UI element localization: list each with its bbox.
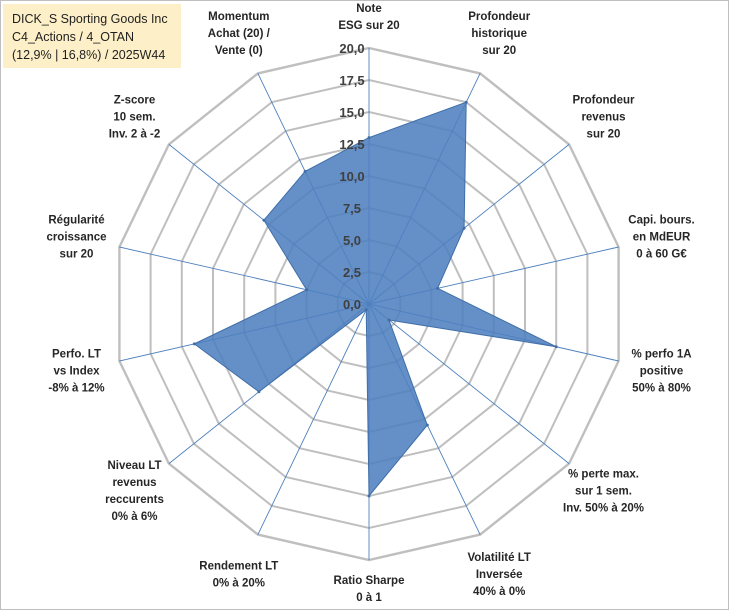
chart-title-box: DICK_S Sporting Goods Inc C4_Actions / 4… [3, 4, 181, 68]
data-point [464, 100, 468, 104]
axis-label-line: -8% à 12% [48, 382, 104, 394]
axis-label-line: 0 à 60 G€ [636, 249, 687, 261]
axis-label-line: vs Index [53, 365, 100, 377]
data-point [303, 169, 307, 173]
axis-label: Note ESG sur 20 [338, 3, 399, 32]
data-point [554, 345, 558, 349]
data-point [436, 286, 440, 290]
axis-label: Momentum Achat (20) / Vente (0) [208, 11, 271, 57]
data-point [192, 342, 196, 346]
axis-label: Z-score 10 sem. Inv. 2 à -2 [109, 95, 161, 141]
axis-label-line: Profondeur [573, 95, 635, 107]
tick-label: 7,5 [343, 201, 361, 216]
axis-spoke [257, 303, 370, 535]
axis-label-line: Perfo. LT [52, 348, 101, 360]
axis-label-line: % perte max. [568, 469, 639, 481]
axis-label-line: Inversée [476, 569, 523, 581]
axis-label-line: 0 à 1 [356, 592, 382, 604]
axis-label-line: % perfo 1A [631, 348, 691, 360]
axis-label-line: Momentum [208, 11, 269, 23]
axis-label-line: Inv. 2 à -2 [109, 129, 161, 141]
axis-label-line: en MdEUR [633, 232, 691, 244]
data-point [262, 218, 266, 222]
radial-tick-labels: 0,0 2,5 5,0 7,5 10,0 12,5 15,0 17,5 20,0 [339, 41, 364, 312]
axis-label-line: Note [356, 3, 382, 15]
axis-label-line: Inv. 50% à 20% [563, 503, 644, 515]
axis-label-line: Régularité [48, 215, 104, 227]
data-point [305, 288, 309, 292]
tick-label: 2,5 [343, 265, 361, 280]
data-point [364, 308, 368, 312]
axis-labels: Note ESG sur 20 Profondeur historique sur 20… [46, 3, 694, 604]
tick-label: 17,5 [339, 73, 364, 88]
axis-label: Rendement LT 0% à 20% [199, 560, 278, 589]
axis-label-line: revenus [581, 112, 625, 124]
tick-label: 5,0 [343, 233, 361, 248]
tick-label: 20,0 [339, 41, 364, 56]
title-line-1: DICK_S Sporting Goods Inc [12, 12, 168, 26]
axis-label-line: reccurents [105, 494, 164, 506]
tick-label: 10,0 [339, 169, 364, 184]
axis-label-line: 50% à 80% [632, 382, 691, 394]
axis-label-line: positive [640, 365, 683, 377]
axis-label: Niveau LT revenus reccurents 0% à 6% [105, 460, 164, 523]
title-line-3: (12,9% | 16,8%) / 2025W44 [12, 48, 166, 62]
axis-label: Régularité croissance sur 20 [46, 215, 106, 261]
radar-series [192, 100, 558, 498]
axis-label-line: Volatilité LT [467, 552, 530, 564]
axis-label-line: sur 1 sem. [575, 486, 632, 498]
axis-label-line: 0% à 6% [111, 511, 157, 523]
axis-label-line: sur 20 [482, 45, 516, 57]
data-point [387, 318, 391, 322]
axis-label: Capi. bours. en MdEUR 0 à 60 G€ [628, 215, 694, 261]
data-point [462, 226, 466, 230]
data-point [257, 390, 261, 394]
axis-spoke [368, 303, 570, 464]
axis-label: % perte max. sur 1 sem. Inv. 50% à 20% [563, 469, 644, 515]
axis-label-line: 10 sem. [113, 112, 155, 124]
axis-label-line: 0% à 20% [213, 577, 265, 589]
axis-label-line: sur 20 [587, 129, 621, 141]
axis-label-line: croissance [46, 232, 106, 244]
axis-label-line: historique [471, 28, 527, 40]
tick-label: 0,0 [343, 297, 361, 312]
axis-label-line: 40% à 0% [473, 586, 525, 598]
axis-label: Volatilité LT Inversée 40% à 0% [467, 552, 530, 598]
axis-label-line: Rendement LT [199, 560, 278, 572]
data-point [367, 136, 371, 140]
tick-label: 12,5 [339, 137, 364, 152]
axis-label-line: ESG sur 20 [338, 20, 399, 32]
axis-label-line: Achat (20) / [208, 28, 271, 40]
axis-label-line: Profondeur [468, 11, 530, 23]
axis-label-line: Capi. bours. [628, 215, 694, 227]
axis-label-line: Vente (0) [215, 45, 263, 57]
axis-label-line: revenus [112, 477, 156, 489]
axis-label-line: Z-score [114, 95, 156, 107]
tick-label: 15,0 [339, 105, 364, 120]
axis-label: % perfo 1A positive 50% à 80% [631, 348, 691, 394]
axis-label: Perfo. LT vs Index -8% à 12% [48, 348, 104, 394]
axis-label-line: sur 20 [60, 249, 94, 261]
axis-label: Ratio Sharpe 0 à 1 [334, 575, 405, 604]
data-point [367, 494, 371, 498]
title-line-2: C4_Actions / 4_OTAN [12, 30, 135, 44]
data-point [425, 423, 429, 427]
axis-label-line: Ratio Sharpe [334, 575, 405, 587]
axis-label: Profondeur revenus sur 20 [573, 95, 635, 141]
axis-label: Profondeur historique sur 20 [468, 11, 530, 57]
axis-label-line: Niveau LT [107, 460, 161, 472]
